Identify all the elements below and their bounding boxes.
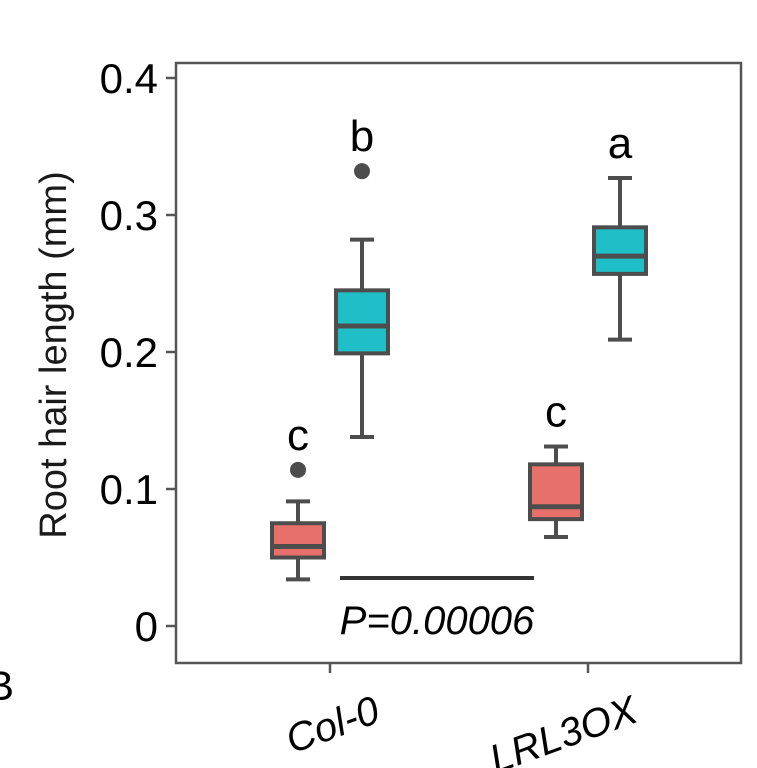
significance-letter: b	[350, 112, 374, 161]
x-tick-label: Col-0	[280, 688, 385, 762]
box-lrl3ox: c	[528, 388, 584, 539]
annotations-layer: P=0.00006	[340, 576, 535, 643]
boxes-layer: c c b a	[270, 112, 648, 582]
box-col-0: b	[334, 112, 390, 439]
box-body	[334, 288, 390, 356]
p-value-label: P=0.00006	[340, 599, 535, 643]
panel-label: B	[0, 662, 14, 709]
box-body	[270, 521, 326, 560]
y-tick-label: 0.3	[100, 192, 158, 239]
outlier-point	[290, 461, 306, 478]
y-tick-label: 0.4	[100, 55, 158, 102]
x-axis: Col-0 LRL3OX	[280, 663, 644, 768]
significance-letter: c	[545, 388, 567, 437]
significance-letter: c	[287, 411, 309, 460]
box-body	[592, 225, 648, 276]
y-tick-label: 0.1	[100, 466, 158, 513]
y-axis: 0 0.1 0.2 0.3 0.4	[100, 55, 176, 650]
outlier-point	[354, 163, 370, 180]
y-tick-label: 0	[135, 603, 158, 650]
significance-letter: a	[608, 119, 633, 168]
x-tick-label: LRL3OX	[484, 688, 644, 768]
box-col-0: c	[270, 411, 326, 582]
y-tick-label: 0.2	[100, 329, 158, 376]
box-body	[528, 462, 584, 522]
box-lrl3ox: a	[592, 119, 648, 342]
plot-frame	[174, 61, 743, 665]
y-axis-title: Root hair length (mm)	[33, 171, 75, 538]
